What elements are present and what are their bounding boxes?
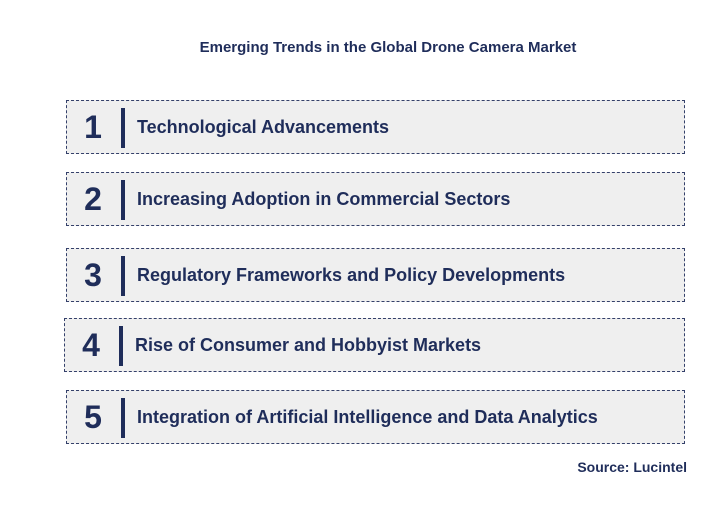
trend-label: Integration of Artificial Intelligence a… bbox=[137, 406, 598, 427]
divider bbox=[121, 180, 125, 220]
trend-number: 4 bbox=[82, 326, 100, 363]
divider bbox=[121, 398, 125, 438]
trend-number: 3 bbox=[84, 256, 102, 293]
trend-label: Regulatory Frameworks and Policy Develop… bbox=[137, 264, 566, 285]
trend-number: 1 bbox=[84, 108, 102, 145]
trend-box: 2 Increasing Adoption in Commercial Secto… bbox=[66, 172, 685, 226]
divider bbox=[121, 256, 125, 296]
trend-box: 1 Technological Advancements bbox=[66, 100, 685, 154]
trend-label: Rise of Consumer and Hobbyist Markets bbox=[135, 334, 482, 355]
title: Emerging Trends in the Global Drone Came… bbox=[199, 39, 577, 56]
source: Source: Lucintel bbox=[577, 459, 687, 475]
trend-number: 2 bbox=[84, 180, 102, 217]
trend-label: Technological Advancements bbox=[137, 116, 390, 137]
trend-box: 3 Regulatory Frameworks and Policy Develo… bbox=[66, 248, 685, 302]
divider bbox=[119, 326, 123, 366]
trend-number: 5 bbox=[84, 398, 102, 435]
trend-box: 5 Integration of Artificial Intelligence … bbox=[66, 390, 685, 444]
trend-label: Increasing Adoption in Commercial Sector… bbox=[137, 188, 511, 209]
trend-box: 4 Rise of Consumer and Hobbyist Markets bbox=[64, 318, 685, 372]
divider bbox=[121, 108, 125, 148]
